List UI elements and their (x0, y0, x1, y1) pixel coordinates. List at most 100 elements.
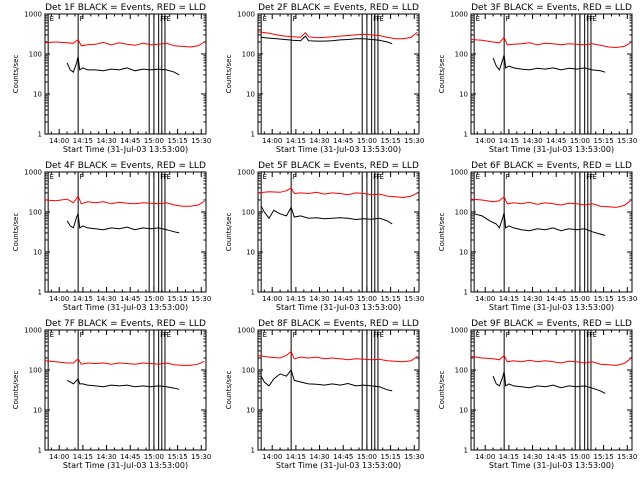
event-marker-label: E (476, 15, 480, 23)
y-tick-label: 1 (464, 447, 468, 455)
x-tick-label: 15:00 (570, 295, 590, 303)
panel-det-8: Det 8F BLACK = Events, RED = LLD 1 10 100 10… (225, 319, 424, 470)
y-tick-label: 10 (33, 91, 42, 99)
x-tick-label: 14:30 (522, 137, 542, 145)
plot-frame (257, 329, 420, 451)
event-marker-label: F (376, 15, 380, 23)
x-tick-label: 15:15 (167, 137, 187, 145)
event-marker-label: E (592, 15, 596, 23)
x-tick-label: 14:15 (73, 453, 93, 461)
y-tick-label: 10 (33, 407, 42, 415)
event-marker-label: F (589, 331, 593, 339)
x-tick-label: 15:15 (380, 137, 400, 145)
x-tick-label: 15:00 (570, 453, 590, 461)
series-line-lld (257, 187, 418, 199)
y-tick-label: 1 (38, 131, 42, 139)
x-tick-label: 14:15 (286, 137, 306, 145)
x-axis-label: Start Time (31-Jul-03 13:53:00) (276, 303, 401, 312)
y-tick-label: 1000 (24, 11, 42, 19)
y-tick-label: 1 (464, 289, 468, 297)
event-marker-label: F (160, 173, 164, 181)
plot-frame (44, 329, 207, 451)
y-tick-label: 100 (29, 367, 42, 375)
series-line-events (260, 205, 393, 225)
y-tick-label: 10 (459, 407, 468, 415)
x-tick-label: 15:30 (191, 453, 211, 461)
x-tick-label: 15:30 (617, 295, 637, 303)
plot-frame (44, 13, 207, 135)
x-tick-label: 14:30 (309, 137, 329, 145)
event-marker-label: E (476, 173, 480, 181)
x-tick-label: 14:00 (262, 137, 282, 145)
y-tick-label: 1000 (24, 327, 42, 335)
event-marker-label: F (373, 173, 377, 181)
event-marker-label: F (80, 331, 84, 339)
series-line-lld (470, 36, 631, 49)
event-marker-label: E (592, 331, 596, 339)
panel-det-2: Det 2F BLACK = Events, RED = LLD 1 10 100 10… (225, 3, 424, 154)
y-tick-label: 10 (459, 91, 468, 99)
panel-title: Det 7F BLACK = Events, RED = LLD (45, 319, 206, 329)
y-tick-label: 100 (29, 51, 42, 59)
x-tick-label: 14:45 (333, 137, 353, 145)
x-tick-label: 15:15 (593, 453, 613, 461)
y-tick-label: 1 (251, 131, 255, 139)
y-tick-label: 10 (33, 249, 42, 257)
event-marker-label: F (163, 173, 167, 181)
panel-det-4: Det 4F BLACK = Events, RED = LLD 1 10 100 10… (12, 161, 211, 312)
event-marker-label: F (589, 15, 593, 23)
y-tick-label: 10 (246, 407, 255, 415)
panel-det-5: Det 5F BLACK = Events, RED = LLD 1 10 100 10… (225, 161, 424, 312)
event-marker-label: F (373, 331, 377, 339)
y-tick-label: 1 (464, 131, 468, 139)
event-marker-label: F (506, 173, 510, 181)
event-marker-label: E (50, 331, 54, 339)
series-line-events (474, 212, 606, 236)
event-marker-label: F (293, 15, 297, 23)
series-line-events (261, 35, 393, 45)
event-marker-label: F (293, 331, 297, 339)
x-tick-label: 15:00 (357, 295, 377, 303)
x-axis-label: Start Time (31-Jul-03 13:53:00) (63, 145, 188, 154)
x-tick-label: 14:45 (546, 137, 566, 145)
x-tick-label: 15:15 (167, 295, 187, 303)
plot-frame (257, 171, 420, 293)
y-axis-label: Counts/sec (12, 213, 20, 252)
y-tick-label: 10 (246, 91, 255, 99)
panel-title: Det 1F BLACK = Events, RED = LLD (45, 3, 206, 13)
x-tick-label: 14:00 (49, 137, 69, 145)
x-axis-label: Start Time (31-Jul-03 13:53:00) (489, 145, 614, 154)
x-tick-label: 14:15 (499, 137, 519, 145)
x-tick-label: 14:00 (262, 453, 282, 461)
y-axis-label: Counts/sec (225, 213, 233, 252)
panel-det-9: Det 9F BLACK = Events, RED = LLD 1 10 100 10… (438, 319, 637, 470)
y-tick-label: 100 (455, 367, 468, 375)
event-marker-label: E (263, 15, 267, 23)
series-line-lld (257, 350, 418, 363)
plot-frame (470, 329, 633, 451)
x-tick-label: 14:30 (522, 295, 542, 303)
y-tick-label: 100 (242, 51, 255, 59)
y-tick-label: 100 (29, 209, 42, 217)
event-marker-label: F (80, 173, 84, 181)
event-marker-label: F (586, 173, 590, 181)
y-tick-label: 100 (242, 209, 255, 217)
x-tick-label: 15:30 (404, 295, 424, 303)
plot-frame (257, 13, 420, 135)
y-axis-label: Counts/sec (12, 55, 20, 94)
series-line-lld (44, 38, 205, 48)
x-axis-label: Start Time (31-Jul-03 13:53:00) (489, 303, 614, 312)
x-tick-label: 14:00 (49, 295, 69, 303)
y-tick-label: 1 (38, 289, 42, 297)
x-tick-label: 14:00 (262, 295, 282, 303)
series-line-events (492, 54, 606, 73)
event-marker-label: F (506, 15, 510, 23)
x-tick-label: 15:15 (593, 137, 613, 145)
x-tick-label: 14:45 (546, 453, 566, 461)
x-tick-label: 14:45 (333, 295, 353, 303)
event-marker-label: E (379, 173, 383, 181)
y-tick-label: 1000 (237, 327, 255, 335)
panel-title: Det 6F BLACK = Events, RED = LLD (471, 161, 632, 171)
x-tick-label: 14:15 (499, 453, 519, 461)
x-tick-label: 15:30 (191, 137, 211, 145)
